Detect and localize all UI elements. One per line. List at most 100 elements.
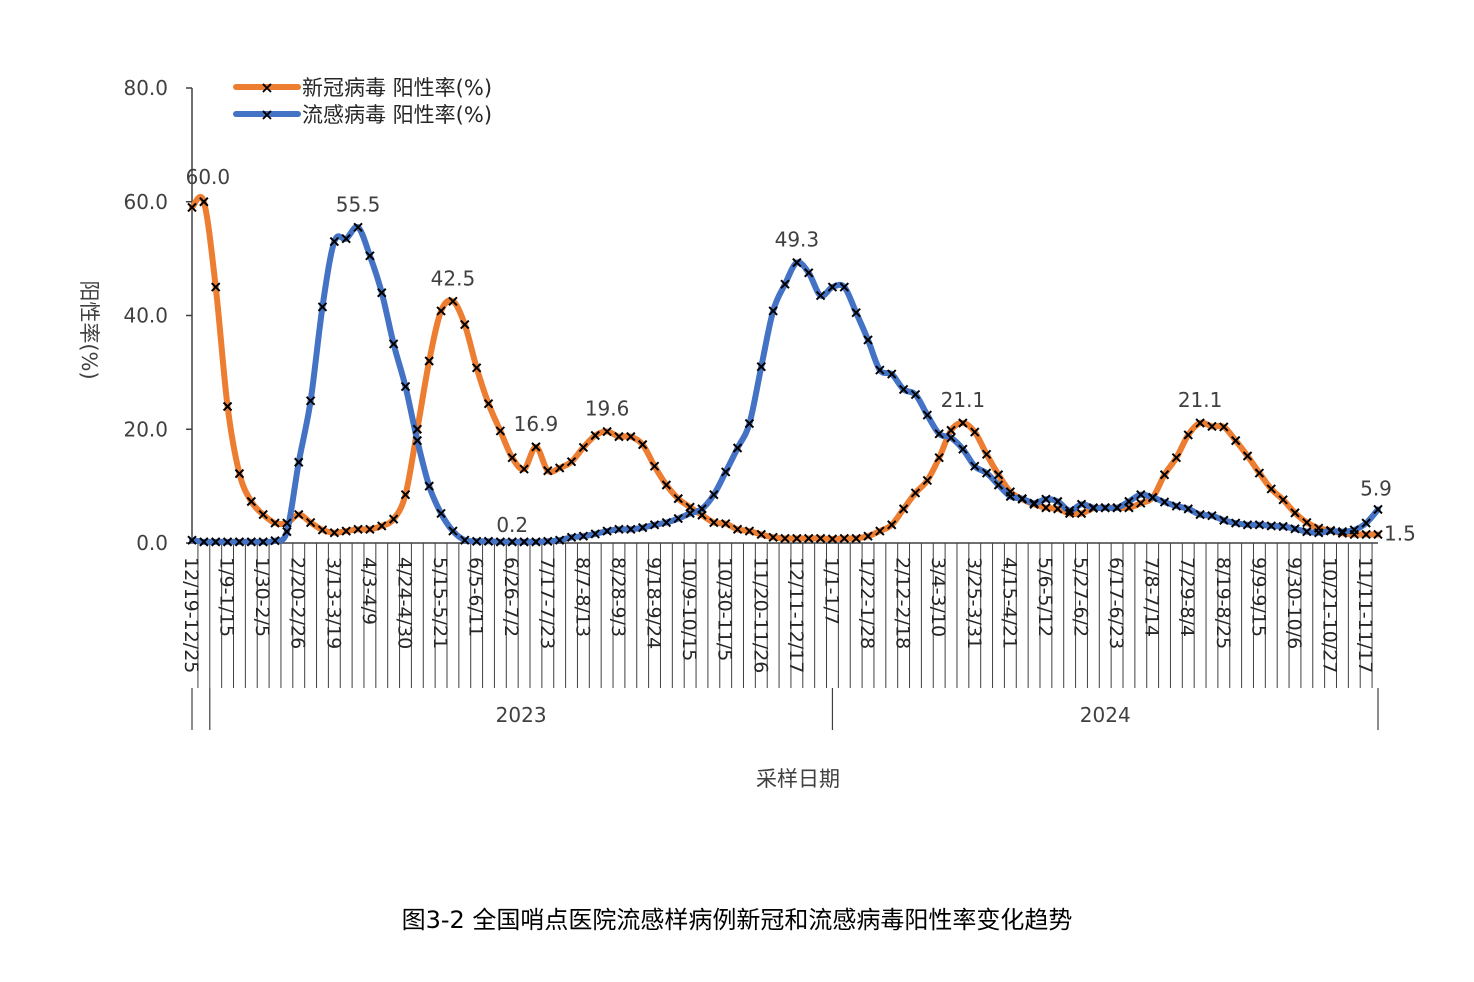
year-labels: 2023 2024 [191,688,1379,730]
y-tick-label: 0.0 [136,531,168,555]
x-tick-label: 1/9-1/15 [216,557,238,637]
marker-stroke [887,369,897,379]
flu-point-marker [1005,491,1016,502]
x-tick-label: 1/22-1/28 [856,557,878,649]
flu-point-marker [258,537,268,547]
marker-stroke [1124,496,1134,507]
marker-stroke [1207,421,1217,432]
marker-stroke [780,279,790,289]
marker-stroke [222,401,233,412]
marker-stroke [246,537,257,547]
flu-point-marker [282,526,292,537]
flu-point-marker [1290,524,1300,534]
covid-point-marker [222,401,233,412]
marker-stroke [1337,526,1348,537]
marker-stroke [1136,489,1146,500]
flu-point-marker [495,537,506,547]
marker-stroke [744,526,755,536]
legend-label-covid: 新冠病毒 阳性率(%) [302,76,492,100]
marker-stroke [709,517,719,528]
covid-point-marker [1195,418,1205,428]
covid-point-marker [531,442,541,452]
covid-point-marker [436,306,446,316]
marker-stroke [282,518,292,528]
flu-point-marker [1195,509,1205,520]
marker-stroke [234,537,245,547]
marker-stroke [1171,501,1182,511]
marker-stroke [637,439,648,450]
flu-point-marker [294,457,304,467]
marker-stroke [626,524,636,535]
marker-stroke [211,282,221,292]
flu-point-marker [970,461,980,471]
marker-stroke [946,433,956,443]
flu-point-marker [1254,520,1265,530]
marker-stroke [305,396,316,406]
marker-stroke [970,427,980,437]
marker-stroke [519,537,529,547]
data-label: 21.1 [1178,388,1223,412]
x-tick-label: 7/29-8/4 [1176,557,1198,637]
x-tick-label: 8/19-8/25 [1212,557,1234,649]
covid-point-marker [519,464,529,474]
marker-stroke [732,443,743,453]
marker-stroke [471,536,482,547]
marker-stroke [412,424,423,434]
marker-stroke [1053,504,1063,514]
marker-stroke [946,425,956,436]
x-tick-label: 4/15-4/21 [998,557,1020,649]
flu-point-marker [199,537,209,547]
covid-point-marker [1183,430,1193,440]
marker-stroke [934,429,944,439]
data-labels: 60.0 55.5 42.5 16.9 19.6 0.2 49.3 21.1 21.1 5.9 1.… [186,165,1416,546]
marker-stroke [792,533,802,544]
covid-point-marker [934,452,944,463]
marker-stroke [187,202,197,213]
marker-stroke [424,356,434,366]
covid-point-marker [578,442,589,453]
covid-point-marker [780,533,790,544]
covid-point-marker [970,427,980,437]
flu-point-marker [768,306,778,316]
flu-point-marker [673,513,683,524]
flu-point-marker [566,532,577,543]
x-axis-title: 采样日期 [756,767,840,791]
marker-stroke [1029,498,1039,508]
marker-stroke [1183,430,1193,440]
marker-stroke [637,522,648,533]
marker-stroke [377,288,387,298]
covid-point-marker [1242,451,1253,461]
marker-stroke [1242,451,1253,461]
marker-stroke [1112,503,1122,513]
marker-stroke [756,361,766,372]
covid-point-marker [958,418,968,428]
data-label: 60.0 [186,165,231,189]
marker-stroke [614,431,624,442]
covid-point-marker [815,533,826,544]
marker-stroke [910,488,921,498]
covid-point-marker [282,518,292,528]
marker-stroke [554,463,565,473]
covid-point-marker [377,521,387,531]
marker-stroke [590,529,600,539]
covid-point-marker [329,528,340,538]
flu-point-marker [863,335,873,345]
covid-point-marker [246,496,257,507]
marker-stroke [578,531,589,541]
marker-stroke [1088,503,1099,513]
flu-point-marker [1076,499,1087,510]
marker-stroke [377,521,387,531]
covid-point-marker [495,426,506,436]
y-tick-label: 40.0 [123,304,168,328]
svg-text:×: × [260,78,273,97]
flu-point-marker [614,524,624,535]
marker-stroke [519,464,529,474]
marker-stroke [768,532,778,543]
marker-stroke [970,461,980,471]
covid-point-marker [1230,435,1241,446]
x-tick-label: 2/20-2/26 [287,557,309,649]
flu-point-marker [317,302,328,312]
covid-point-marker [626,431,636,442]
marker-stroke [981,468,992,478]
x-tick-label: 12/19-12/25 [180,557,202,673]
